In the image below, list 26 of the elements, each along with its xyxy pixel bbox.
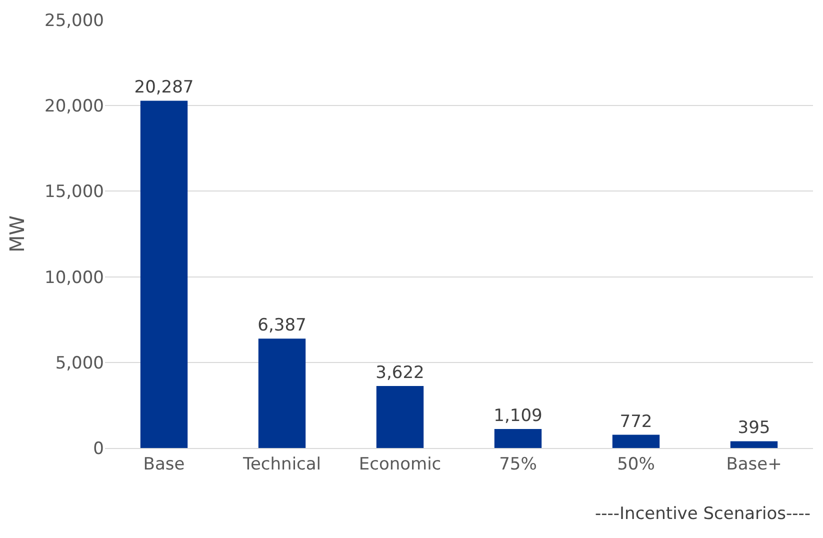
- bar: [494, 429, 542, 448]
- x-tick-label: Base+: [726, 454, 782, 474]
- bar: [612, 434, 660, 448]
- bar: [376, 386, 424, 448]
- y-tick-label: 0: [93, 438, 104, 459]
- data-label: 772: [620, 412, 652, 432]
- y-tick-label: 5,000: [55, 353, 104, 374]
- x-tick-label: 50%: [617, 454, 655, 474]
- data-label: 20,287: [134, 78, 194, 98]
- x-tick-label: 75%: [499, 454, 537, 474]
- bar: [730, 441, 778, 448]
- data-label: 6,387: [258, 316, 306, 336]
- x-tick-label: Economic: [358, 454, 442, 474]
- y-tick-label: 25,000: [44, 10, 104, 31]
- y-tick-label: 15,000: [44, 182, 104, 202]
- data-label: 395: [738, 418, 770, 438]
- x-tick-label: Technical: [242, 454, 322, 474]
- bar: [258, 338, 306, 448]
- bar: [140, 100, 188, 448]
- data-label: 3,622: [376, 362, 424, 383]
- y-axis-title: MW: [5, 215, 30, 253]
- y-tick-label: 20,000: [44, 96, 104, 117]
- text: ----Incentive Scenarios----: [595, 504, 811, 524]
- data-label: 1,109: [494, 406, 542, 426]
- x-tick-label: Base: [143, 454, 185, 474]
- y-tick-label: 10,000: [44, 268, 104, 288]
